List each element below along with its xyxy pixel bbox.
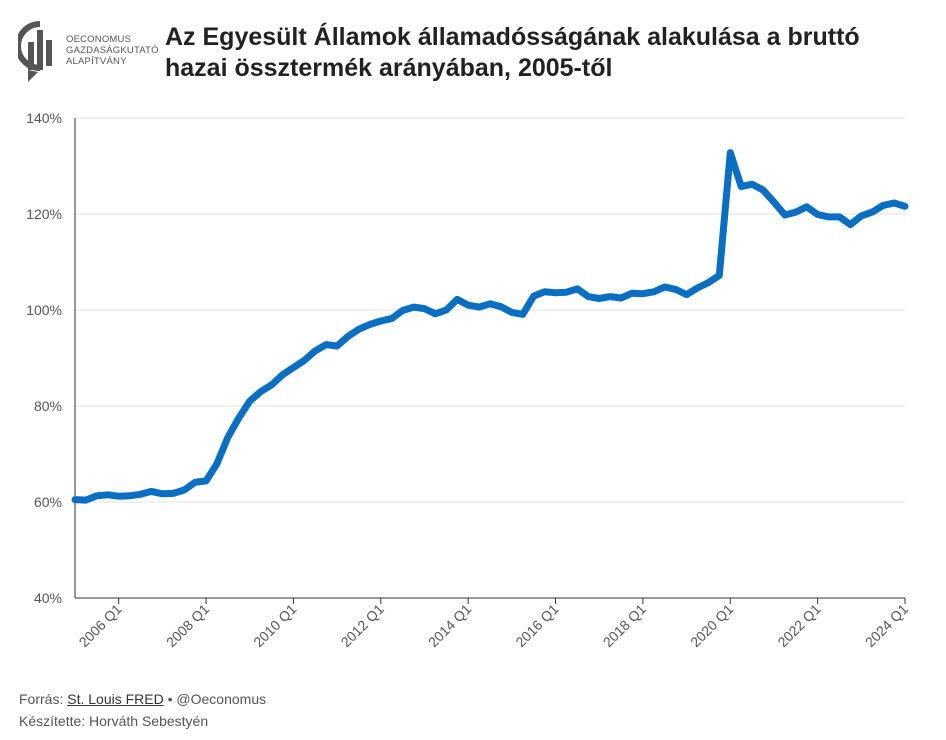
source-prefix: Forrás: xyxy=(19,691,68,707)
debt-to-gdp-line xyxy=(71,149,909,504)
y-tick-label: 80% xyxy=(34,398,62,414)
source-link[interactable]: St. Louis FRED xyxy=(67,691,164,707)
footer: Forrás: St. Louis FRED • @Oeconomus Kész… xyxy=(19,688,266,732)
logo-mark-icon xyxy=(15,21,52,82)
chart-title: Az Egyesült Államok államadósságának ala… xyxy=(165,23,860,82)
x-tick-label: 2022 Q1 xyxy=(774,601,823,650)
header: OECONOMUS GAZDASÁGKUTATÓ ALAPÍTVÁNY Az E… xyxy=(15,18,928,98)
x-tick-label: 2010 Q1 xyxy=(250,601,299,650)
source-separator: • xyxy=(163,691,177,707)
logo-line-2: GAZDASÁGKUTATÓ xyxy=(66,45,159,56)
y-tick-label: 40% xyxy=(34,590,62,606)
y-tick-label: 120% xyxy=(26,206,62,222)
x-tick-label: 2014 Q1 xyxy=(425,601,474,650)
oeconomus-logo: OECONOMUS GAZDASÁGKUTATÓ ALAPÍTVÁNY xyxy=(15,18,168,90)
x-tick-label: 2006 Q1 xyxy=(76,601,125,650)
x-tick-label: 2012 Q1 xyxy=(338,601,387,650)
x-tick-label: 2024 Q1 xyxy=(862,601,911,650)
logo-line-1: OECONOMUS xyxy=(66,34,132,45)
author-line: Készítette: Horváth Sebestyén xyxy=(19,713,209,729)
y-tick-label: 140% xyxy=(26,110,62,126)
source-line: Forrás: St. Louis FRED • @Oeconomus xyxy=(19,688,266,710)
y-tick-label: 60% xyxy=(34,494,62,510)
line-chart: 40% 60% 80% 100% 120% 140% 2006 Q1 2008 Q1 2010 … xyxy=(26,110,911,650)
x-tick-label: 2008 Q1 xyxy=(163,601,212,650)
logo-text: OECONOMUS GAZDASÁGKUTATÓ ALAPÍTVÁNY xyxy=(66,34,159,67)
x-tick-label: 2016 Q1 xyxy=(512,601,561,650)
x-tick-label: 2020 Q1 xyxy=(687,601,736,650)
source-handle: @Oeconomus xyxy=(176,691,267,707)
logo-line-3: ALAPÍTVÁNY xyxy=(66,56,127,67)
x-tick-label: 2018 Q1 xyxy=(600,601,649,650)
y-tick-label: 100% xyxy=(26,302,62,318)
